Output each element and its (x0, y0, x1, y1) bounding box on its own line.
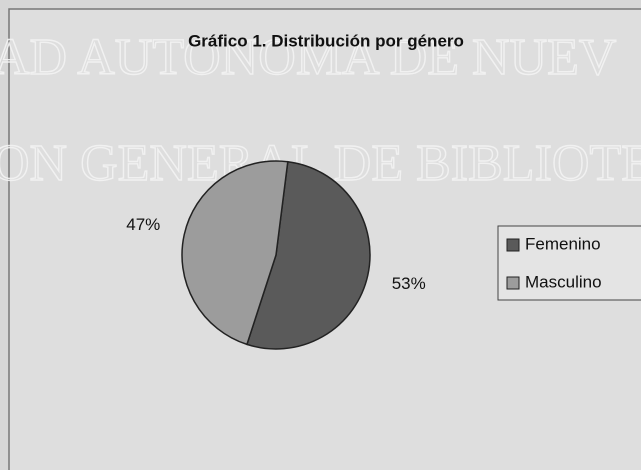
pie-slice (246, 160, 371, 350)
data-label: 47% (126, 215, 160, 234)
legend-label: Femenino (525, 234, 601, 253)
pie-slice (181, 160, 289, 346)
data-label: 53% (392, 274, 426, 293)
watermark: AD AUTONOMA DE NUEV (0, 29, 616, 86)
legend-swatch (506, 238, 520, 252)
legend-label: Masculino (525, 272, 602, 291)
legend-box (497, 225, 641, 301)
legend-swatch (506, 276, 520, 290)
chart-title: Gráfico 1. Distribución por género (188, 31, 464, 50)
